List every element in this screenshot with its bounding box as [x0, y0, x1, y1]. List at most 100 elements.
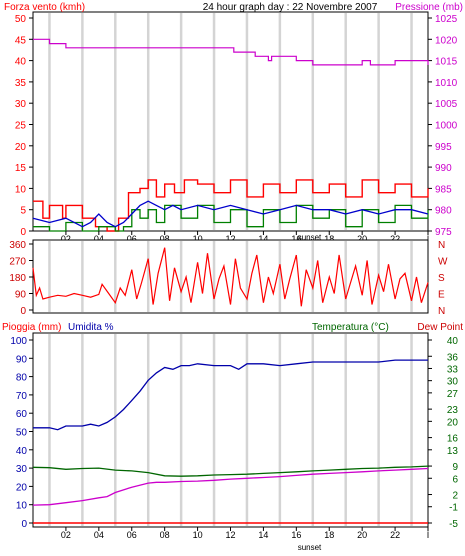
humidity-tick-label: 50 [16, 428, 28, 439]
temperature-tick-label: 40 [447, 336, 459, 347]
direction-tick-label: 90 [15, 290, 27, 301]
direction-tick-label: 270 [9, 257, 26, 268]
left-tick-label: 35 [15, 78, 27, 89]
x-tick-label: I [427, 234, 430, 244]
humidity-axis-label: Umidita % [68, 322, 114, 333]
x-tick-label: 06 [127, 530, 137, 540]
temperature-tick-label: 33 [447, 364, 459, 375]
temperature-tick-label: 23 [447, 405, 459, 416]
humidity-tick-label: 40 [16, 446, 28, 457]
temperature-tick-label: -5 [449, 519, 458, 530]
right-tick-label: 1015 [435, 57, 458, 68]
right-tick-label: 1025 [435, 14, 458, 25]
x-tick-label: 08 [160, 530, 170, 540]
rain-axis-label: Pioggia (mm) [2, 322, 61, 333]
right-tick-label: 985 [435, 184, 452, 195]
dewpoint-series-line [32, 467, 429, 506]
x-tick-label: 20 [357, 234, 367, 244]
direction-tick-label: 180 [9, 273, 26, 284]
humidity-tick-label: 10 [16, 501, 28, 512]
x-tick-label: 12 [225, 234, 235, 244]
temperature-tick-label: 16 [447, 434, 459, 445]
right-tick-label: 995 [435, 142, 452, 153]
left-tick-label: 50 [15, 14, 27, 25]
x-tick-label: 18 [324, 530, 334, 540]
compass-letter: E [438, 290, 445, 301]
humidity-tick-label: 100 [10, 336, 27, 347]
wind-average-series-line [32, 200, 429, 228]
pressure-axis-label: Pressione (mb) [395, 2, 463, 13]
right-tick-label: 1010 [435, 78, 458, 89]
temperature-tick-label: -1 [449, 503, 458, 514]
humidity-tick-label: 90 [16, 354, 28, 365]
right-tick-label: 980 [435, 206, 452, 217]
wind-pressure-panel: Forza vento (kmh) 24 hour graph day : 22 … [4, 2, 463, 244]
x-tick-label: 04 [94, 234, 104, 244]
right-tick-label: 1000 [435, 121, 458, 132]
left-tick-label: 30 [15, 99, 27, 110]
temperature-tick-label: 27 [447, 389, 459, 400]
right-tick-label: 975 [435, 227, 452, 238]
left-tick-label: 0 [20, 227, 26, 238]
x-tick-label: 22 [390, 234, 400, 244]
gust-series-line [33, 179, 429, 232]
x-tick-label: 02 [61, 234, 71, 244]
temperature-axis-label: Temperatura (°C) [312, 322, 389, 333]
x-tick-label: 20 [357, 530, 367, 540]
temperature-tick-label: 36 [447, 352, 459, 363]
left-tick-label: 10 [15, 184, 27, 195]
compass-letter: S [438, 273, 445, 284]
chart-title: 24 hour graph day : 22 Novembre 2007 [203, 2, 378, 13]
compass-letter: N [438, 240, 445, 251]
temperature-tick-label: 6 [452, 474, 458, 485]
left-tick-label: 25 [15, 121, 27, 132]
temperature-series-line [32, 465, 429, 477]
left-tick-label: 5 [20, 206, 26, 217]
right-tick-label: 1005 [435, 99, 458, 110]
sunset-label: sunset [298, 233, 322, 242]
x-tick-label: 22 [390, 530, 400, 540]
direction-tick-label: 0 [20, 306, 26, 317]
x-tick-label: 18 [324, 234, 334, 244]
humidity-tick-label: 0 [21, 519, 27, 530]
humidity-series-line [33, 359, 428, 431]
x-tick-label: 02 [61, 530, 71, 540]
humidity-temperature-panel: Pioggia (mm) Umidita % Temperatura (°C) Dew… [2, 322, 463, 552]
x-tick-label: I [427, 530, 430, 540]
direction-tick-label: 360 [9, 240, 26, 251]
left-tick-label: 45 [15, 35, 27, 46]
x-tick-label: 08 [160, 234, 170, 244]
p1-plot-frame [32, 11, 429, 232]
humidity-tick-label: 30 [16, 464, 28, 475]
compass-letter: W [438, 257, 448, 268]
wind-direction-series-line [32, 247, 429, 307]
temperature-tick-label: 20 [447, 417, 459, 428]
compass-letter: N [438, 306, 445, 317]
temperature-tick-label: 9 [452, 462, 458, 473]
x-tick-label: 16 [291, 234, 301, 244]
temperature-tick-label: 30 [447, 377, 459, 388]
x-tick-label: 14 [258, 234, 268, 244]
right-tick-label: 1020 [435, 35, 458, 46]
pressure-series-line [33, 38, 429, 66]
humidity-tick-label: 70 [16, 391, 28, 402]
humidity-tick-label: 20 [16, 482, 28, 493]
left-tick-label: 20 [15, 142, 27, 153]
humidity-tick-label: 60 [16, 409, 28, 420]
x-tick-label: 10 [193, 530, 203, 540]
x-tick-label: 04 [94, 530, 104, 540]
x-tick-label: 16 [291, 530, 301, 540]
left-tick-label: 15 [15, 163, 27, 174]
x-tick-label: 10 [193, 234, 203, 244]
wind-axis-label: Forza vento (kmh) [4, 2, 85, 13]
sunset-label: sunset [298, 543, 322, 552]
dewpoint-axis-label: Dew Point [417, 322, 463, 333]
right-tick-label: 990 [435, 163, 452, 174]
temperature-tick-label: 13 [447, 446, 459, 457]
x-tick-label: 12 [225, 530, 235, 540]
left-tick-label: 40 [15, 57, 27, 68]
humidity-tick-label: 80 [16, 373, 28, 384]
temperature-tick-label: 2 [452, 491, 458, 502]
